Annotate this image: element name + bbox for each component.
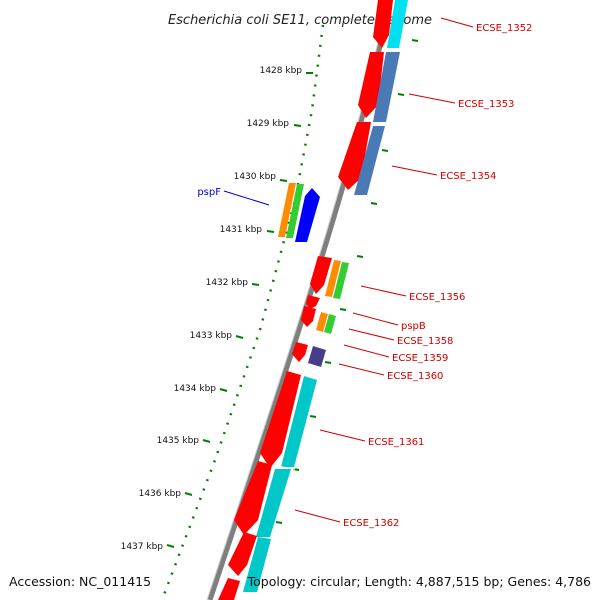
gene-label-ecse1360[interactable]: ECSE_1360 bbox=[387, 371, 443, 382]
connector-ecse1359 bbox=[343, 344, 390, 358]
cds-lower-red[interactable] bbox=[228, 532, 257, 576]
cds-bottom-red[interactable] bbox=[218, 578, 240, 600]
outer-tick bbox=[411, 39, 419, 42]
gene-pspF-orange[interactable] bbox=[278, 183, 296, 237]
gene-label-ecse1361[interactable]: ECSE_1361 bbox=[368, 437, 424, 448]
tick-label: 1436 kbp bbox=[139, 489, 182, 499]
feature-lower-cyan[interactable] bbox=[243, 537, 271, 592]
accession-text: Accession: NC_011415 bbox=[9, 574, 151, 589]
connector-ecse1362 bbox=[294, 509, 341, 523]
feature-ecse1352-cyan[interactable] bbox=[387, 0, 408, 48]
tick-label: 1435 kbp bbox=[157, 436, 200, 446]
gene-ecse1356-green[interactable] bbox=[333, 262, 349, 299]
connector-pspF bbox=[223, 190, 270, 206]
outer-tick bbox=[309, 415, 317, 418]
feature-ecse1353-steelblue[interactable] bbox=[373, 52, 400, 122]
gene-ecse1356-orange[interactable] bbox=[325, 260, 341, 297]
tick-mark bbox=[251, 283, 260, 286]
connector-ecse1356 bbox=[360, 285, 407, 297]
connector-ecse1354 bbox=[391, 165, 438, 176]
map-title: Escherichia coli SE11, complete genome bbox=[168, 13, 432, 28]
tick-label: 1433 kbp bbox=[190, 331, 233, 341]
tick-mark bbox=[293, 124, 302, 127]
gene-label-ecse1358[interactable]: ECSE_1358 bbox=[397, 336, 453, 347]
tick-label: 1431 kbp bbox=[220, 225, 263, 235]
scale-dotted-ring bbox=[160, 24, 325, 600]
tick-mark bbox=[235, 335, 244, 339]
tick-mark bbox=[266, 230, 275, 233]
gene-pspF-green[interactable] bbox=[286, 184, 304, 238]
cds-ecse1361-red[interactable] bbox=[260, 371, 301, 468]
outer-tick bbox=[370, 202, 378, 205]
gene-ecse1358-orange[interactable] bbox=[316, 312, 328, 332]
tick-mark bbox=[219, 388, 228, 392]
outer-tick-marks bbox=[254, 39, 419, 577]
outer-tick bbox=[324, 361, 332, 364]
outer-tick bbox=[275, 521, 283, 524]
cds-pspB-red[interactable] bbox=[306, 295, 320, 309]
gene-label-ecse1362[interactable]: ECSE_1362 bbox=[343, 518, 399, 529]
connector-pspB bbox=[352, 312, 399, 326]
scale-ticks bbox=[166, 72, 313, 548]
feature-ecse1360-purple[interactable] bbox=[308, 346, 326, 367]
connector-ecse1353 bbox=[408, 93, 456, 104]
gene-label-ecse1359[interactable]: ECSE_1359 bbox=[392, 353, 448, 364]
tick-label: 1432 kbp bbox=[206, 278, 249, 288]
tick-mark bbox=[202, 439, 211, 443]
outer-tick bbox=[339, 308, 347, 311]
gene-label-ecse1353[interactable]: ECSE_1353 bbox=[458, 99, 514, 110]
label-connectors bbox=[223, 17, 474, 523]
gene-label-pspB[interactable]: pspB bbox=[401, 321, 426, 332]
tick-label: 1434 kbp bbox=[174, 384, 217, 394]
cds-ecse1362-red[interactable] bbox=[234, 461, 272, 535]
tick-mark bbox=[184, 492, 193, 496]
cds-ecse1359-red[interactable] bbox=[292, 342, 308, 362]
feature-ecse1362-cyan[interactable] bbox=[256, 469, 291, 537]
gene-label-pspF[interactable]: pspF bbox=[197, 187, 221, 198]
genome-backbone-highlight bbox=[206, 0, 388, 600]
tick-label: 1437 kbp bbox=[121, 542, 164, 552]
connector-ecse1361 bbox=[319, 429, 366, 442]
outer-tick bbox=[397, 93, 405, 96]
tick-label: 1428 kbp bbox=[260, 66, 303, 76]
connector-ecse1358 bbox=[348, 328, 395, 341]
cds-ecse1358-red[interactable] bbox=[301, 306, 316, 327]
outer-tick bbox=[356, 255, 364, 258]
connector-ecse1360 bbox=[338, 363, 385, 376]
cds-pspF-arrow[interactable] bbox=[295, 188, 320, 242]
gene-ecse1358-green[interactable] bbox=[324, 314, 336, 334]
tick-mark bbox=[279, 179, 288, 182]
tick-mark bbox=[166, 544, 175, 548]
gene-label-ecse1356[interactable]: ECSE_1356 bbox=[409, 292, 465, 303]
tick-label: 1429 kbp bbox=[247, 119, 290, 129]
tick-label: 1430 kbp bbox=[234, 172, 277, 182]
cds-ecse1354-red[interactable] bbox=[338, 122, 371, 190]
gene-label-ecse1354[interactable]: ECSE_1354 bbox=[440, 171, 496, 182]
cds-ecse1356-red[interactable] bbox=[310, 256, 332, 294]
genome-summary-text: Topology: circular; Length: 4,887,515 bp… bbox=[247, 574, 591, 589]
gene-label-ecse1352[interactable]: ECSE_1352 bbox=[476, 23, 532, 34]
connector-ecse1352 bbox=[440, 17, 474, 28]
feature-ecse1361-cyan[interactable] bbox=[281, 376, 317, 467]
outer-tick bbox=[381, 149, 389, 152]
feature-ecse1361-divider bbox=[279, 466, 296, 470]
cds-ecse1352-red[interactable] bbox=[373, 0, 393, 48]
feature-ecse1354-steelblue[interactable] bbox=[354, 126, 385, 195]
